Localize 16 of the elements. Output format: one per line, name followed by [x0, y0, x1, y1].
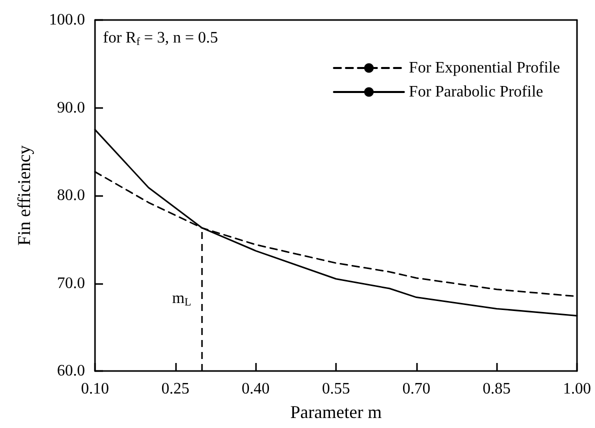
legend-label: For Parabolic Profile [408, 84, 544, 100]
y-tick-label: 70.0 [57, 274, 85, 292]
x-tick-label: 0.40 [242, 380, 270, 398]
x-axis-title: Parameter m [290, 402, 382, 422]
y-tick-label: 100.0 [49, 12, 85, 28]
x-tick-label: 0.70 [402, 380, 430, 398]
y-tick-label: 80.0 [57, 187, 85, 204]
y-tick-label: 60.0 [57, 362, 85, 380]
x-tick-label: 0.10 [81, 380, 109, 398]
y-tick-label: 90.0 [57, 99, 85, 116]
x-tick-label: 0.55 [322, 380, 350, 398]
legend-label: For Exponential Profile [408, 60, 560, 76]
x-tick-label: 1.00 [563, 380, 591, 398]
x-tick-label: 0.85 [482, 380, 511, 398]
y-axis-title: Fin efficiency [14, 145, 34, 246]
x-tick-label: 0.25 [161, 380, 190, 398]
